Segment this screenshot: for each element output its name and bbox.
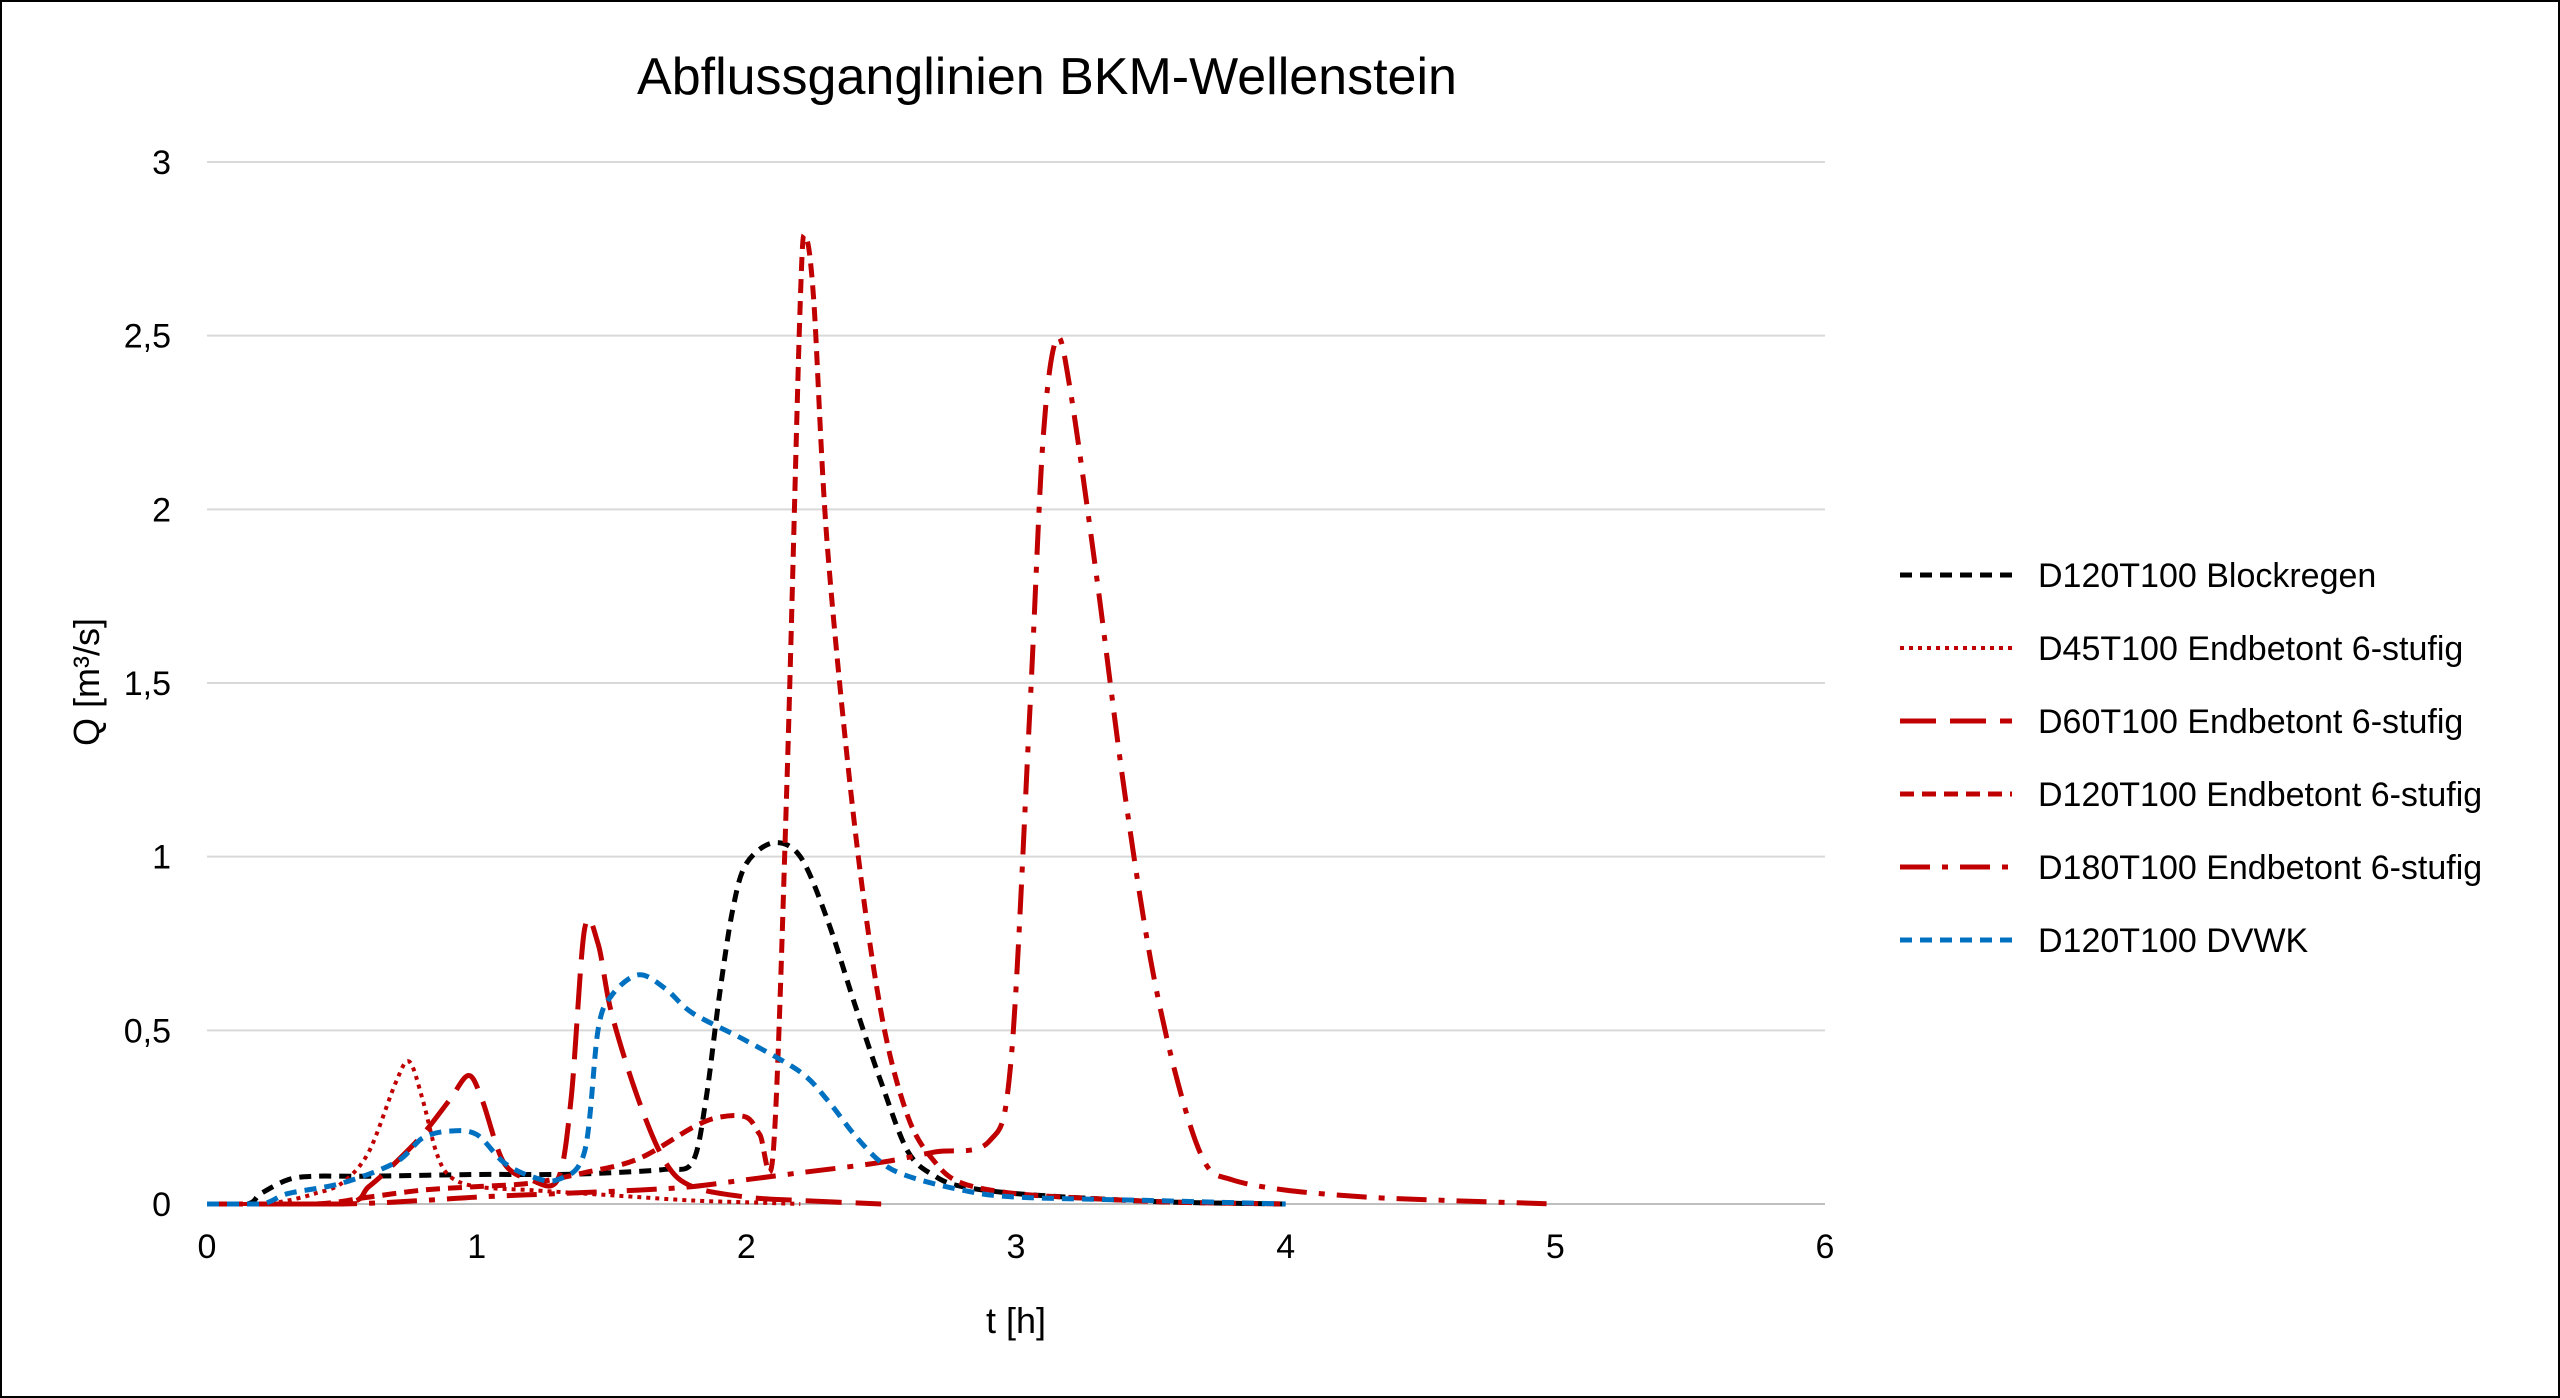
x-tick-label: 6 [1816, 1228, 1835, 1266]
y-tick-label: 0 [152, 1186, 171, 1224]
legend-label-4: D120T100 Endbetont 6-stufig [2038, 776, 2482, 814]
y-axis-label: Q [m³/s] [66, 618, 107, 746]
x-axis-label: t [h] [986, 1300, 1046, 1341]
series-line-4 [207, 232, 1286, 1207]
legend-label-6: D120T100 DVWK [2038, 922, 2309, 960]
legend-label-1: D120T100 Blockregen [2038, 557, 2376, 595]
x-tick-label: 2 [737, 1228, 756, 1266]
grid [207, 161, 1825, 1205]
x-tick-label: 5 [1546, 1228, 1565, 1266]
y-tick-label: 3 [152, 144, 171, 182]
series-line-5 [207, 334, 1556, 1207]
legend: D120T100 Blockregen D45T100 Endbetont 6-s… [1900, 557, 2482, 960]
plot-area [207, 232, 1556, 1207]
series-line-1 [207, 840, 1286, 1207]
y-tick-label: 2 [152, 491, 171, 529]
y-tick-label: 1 [152, 839, 171, 877]
legend-label-2: D45T100 Endbetont 6-stufig [2038, 630, 2463, 668]
y-tick-label: 1,5 [124, 665, 171, 703]
chart-title: Abflussganglinien BKM-Wellenstein [637, 48, 1457, 106]
x-tick-label: 3 [1007, 1228, 1026, 1266]
x-tick-label: 0 [198, 1228, 217, 1266]
axes: 0 0,5 1 1,5 2 2,5 3 0 1 2 3 4 5 6 [124, 144, 1835, 1266]
y-tick-label: 0,5 [124, 1012, 171, 1050]
legend-label-3: D60T100 Endbetont 6-stufig [2038, 703, 2463, 741]
x-tick-label: 4 [1276, 1228, 1295, 1266]
x-tick-label: 1 [467, 1228, 486, 1266]
y-tick-label: 2,5 [124, 318, 171, 356]
legend-label-5: D180T100 Endbetont 6-stufig [2038, 849, 2482, 887]
series-line-2 [207, 1059, 801, 1206]
series-line-6 [207, 972, 1286, 1207]
